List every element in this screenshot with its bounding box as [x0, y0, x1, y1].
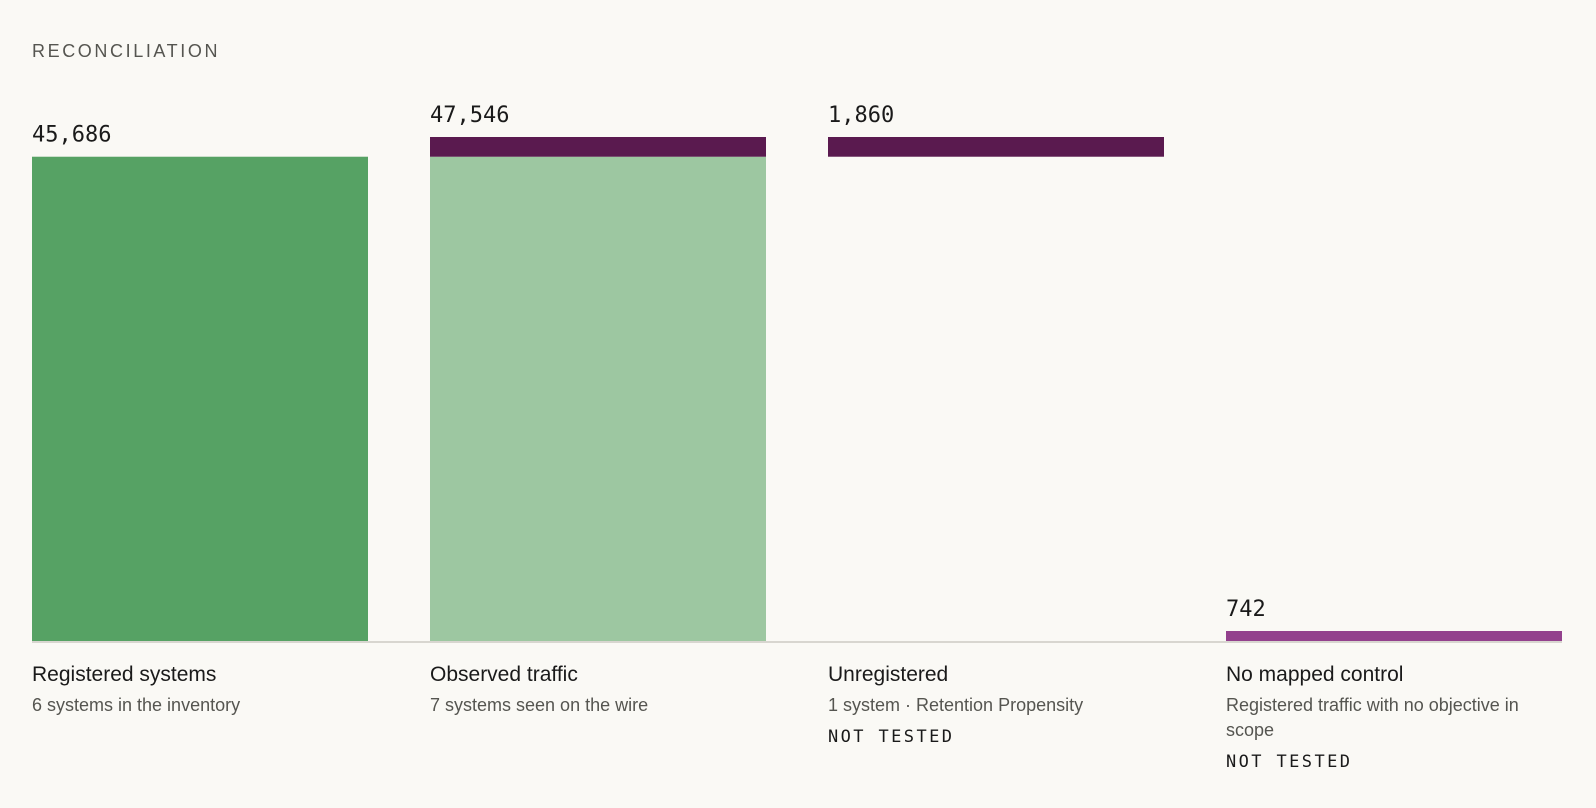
column-title: Observed traffic — [430, 663, 578, 686]
column-subtitle: 6 systems in the inventory — [32, 695, 241, 715]
column-subtitle: Registered traffic with no objective in … — [1226, 695, 1519, 740]
value-label-registered-systems: 45,686 — [32, 123, 111, 148]
column-title: Unregistered — [828, 663, 949, 686]
bar-observed-traffic-segment-0 — [430, 156, 766, 641]
column-subtitle: 7 systems seen on the wire — [430, 695, 649, 715]
status-not-tested: NOT TESTED — [828, 727, 955, 747]
column-observed-traffic: Observed traffic 7 systems seen on the w… — [430, 661, 766, 718]
column-title: Registered systems — [32, 663, 217, 686]
status-not-tested: NOT TESTED — [1226, 752, 1353, 772]
bar-observed-traffic-segment-1 — [430, 137, 766, 157]
bar-unregistered — [828, 137, 1164, 157]
column-unregistered: Unregistered 1 system · Retention Propen… — [828, 661, 1164, 747]
value-label-no-mapped-control: 742 — [1226, 597, 1266, 622]
bar-registered-systems — [32, 156, 368, 641]
section-title: RECONCILIATION — [32, 41, 221, 61]
column-no-mapped-control: No mapped control Registered traffic wit… — [1226, 661, 1562, 772]
value-label-observed-traffic: 47,546 — [430, 103, 509, 128]
column-registered-systems: Registered systems 6 systems in the inve… — [32, 661, 368, 718]
column-title: No mapped control — [1226, 663, 1404, 686]
reconciliation-chart: 45,686 47,546 1,860 742 — [32, 103, 1562, 643]
value-label-unregistered: 1,860 — [828, 103, 894, 128]
bar-no-mapped-control — [1226, 631, 1562, 641]
column-subtitle: 1 system · Retention Propensity — [828, 695, 1084, 715]
